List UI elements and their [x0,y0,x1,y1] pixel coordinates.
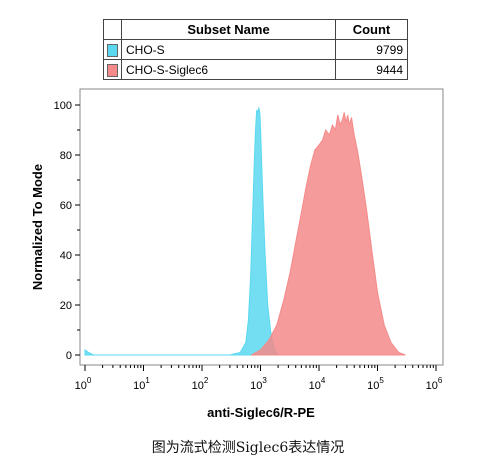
y-tick-label: 80 [60,150,72,162]
series-area-cho-s-siglec6 [251,112,406,356]
legend-header-count: Count [335,19,408,40]
figure-caption: 图为流式检测Siglec6表达情况 [151,440,345,456]
legend-name-cho-s: CHO-S [121,39,336,60]
x-tick-label: 105 [367,376,384,392]
x-tick-label: 100 [75,376,92,392]
legend-row-cho-s[interactable]: CHO-S 9799 [103,39,408,60]
series-layer [84,107,406,356]
legend-swatch-cho-s [103,39,122,60]
legend-header-name: Subset Name [121,19,336,40]
x-tick-label: 104 [309,376,326,392]
y-tick-label: 100 [54,100,72,112]
series-area-cho-s [84,107,279,356]
y-tick-label: 20 [60,300,72,312]
swatch-icon [107,43,118,57]
y-tick-label: 40 [60,250,72,262]
axis-layer: 0 20 40 60 80 100 100 101 102 103 104 105 106 [54,100,443,392]
x-tick-label: 101 [133,376,150,392]
x-axis-title: anti-Siglec6/R-PE [207,405,315,420]
swatch-icon [107,63,118,77]
y-tick-label: 60 [60,200,72,212]
legend-swatch-cho-s-siglec6 [103,59,122,80]
legend-name-cho-s-siglec6: CHO-S-Siglec6 [121,59,336,80]
legend-row-cho-s-siglec6[interactable]: CHO-S-Siglec6 9444 [103,59,408,80]
y-tick-label: 0 [66,350,72,362]
legend-header-row: Subset Name Count [103,19,408,40]
legend-header-swatch [103,19,122,40]
x-tick-label: 103 [250,376,267,392]
y-axis-title: Normalized To Mode [30,164,45,290]
subset-legend-table: Subset Name Count CHO-S 9799 CHO-S-Sigle… [103,19,408,80]
legend-count-cho-s: 9799 [335,39,408,60]
legend-count-cho-s-siglec6: 9444 [335,59,408,80]
x-tick-label: 106 [426,376,443,392]
x-tick-label: 102 [192,376,209,392]
